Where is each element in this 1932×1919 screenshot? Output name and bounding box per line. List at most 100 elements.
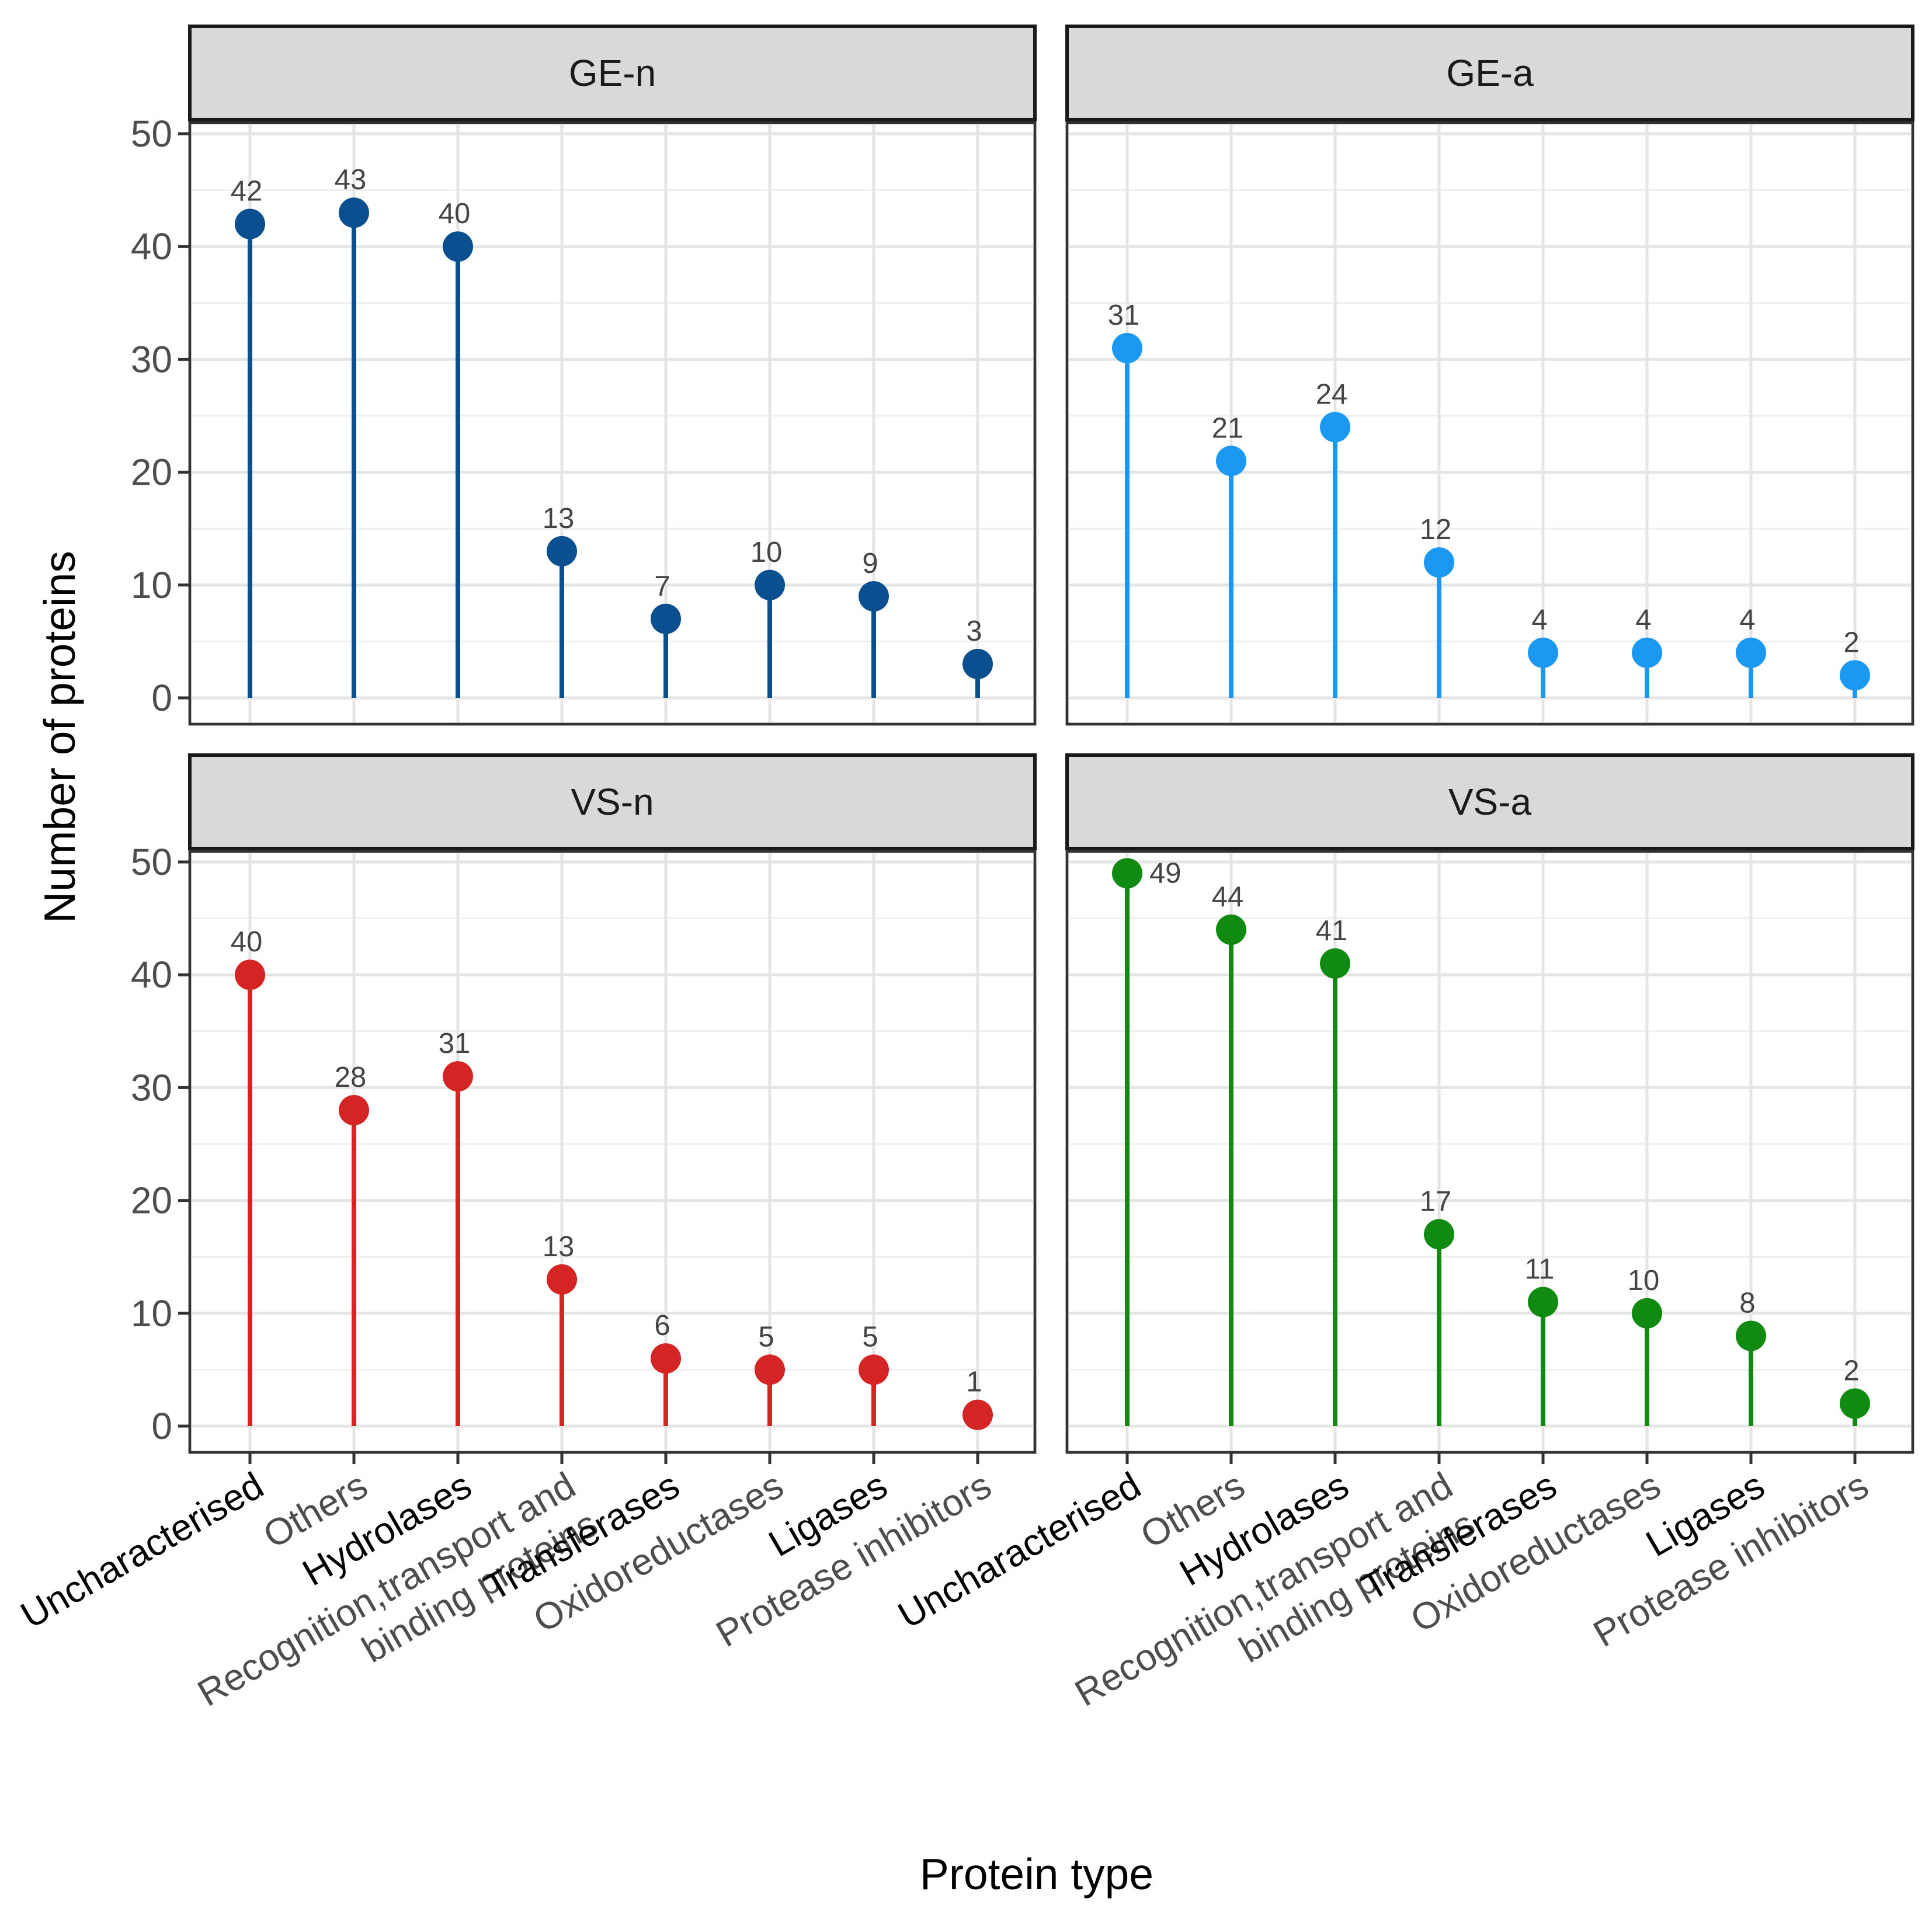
- lollipop-point: [443, 231, 473, 262]
- data-label: 2: [1843, 1355, 1859, 1386]
- data-label: 41: [1316, 915, 1348, 947]
- panel-vs-n: VS-n 0 10 20 30 40 50 40 28 31 13 6 5 5 1: [131, 753, 1037, 1464]
- data-label: 49: [1149, 857, 1182, 889]
- data-label: 17: [1420, 1186, 1452, 1218]
- x-tick-label: Uncharacterised: [13, 1464, 270, 1636]
- x-tick-label-line: Uncharacterised: [13, 1464, 270, 1636]
- y-tick-label: 50: [131, 841, 172, 883]
- lollipop-point: [1320, 412, 1350, 443]
- data-label: 40: [231, 926, 263, 958]
- facet-strip-label: GE-n: [569, 52, 656, 94]
- data-label: 6: [654, 1310, 670, 1341]
- y-tick-label: 10: [131, 1292, 172, 1334]
- data-label: 44: [1212, 881, 1244, 913]
- lollipop-point: [235, 960, 265, 990]
- panel-ge-a: GE-a 31 21 24 12 4 4 4 2: [1065, 25, 1914, 726]
- data-label: 13: [543, 1231, 575, 1263]
- data-label: 5: [862, 1321, 878, 1353]
- facet-strip: [188, 753, 1037, 850]
- data-label: 4: [1739, 604, 1755, 636]
- data-label: 40: [439, 198, 471, 230]
- y-tick-label: 30: [131, 1066, 172, 1108]
- lollipop-point: [547, 1264, 577, 1295]
- data-label: 43: [335, 164, 367, 196]
- x-axis-title: Protein type: [920, 1850, 1153, 1899]
- panel-background: [188, 121, 1037, 726]
- lollipop-point: [962, 1399, 993, 1430]
- data-label: 24: [1316, 378, 1348, 410]
- x-axis-labels: UncharacterisedOthersHydrolasesRecogniti…: [13, 1464, 1875, 1715]
- facet-strip: [1065, 753, 1914, 850]
- data-label: 4: [1531, 604, 1547, 636]
- lollipop-point: [1736, 1320, 1766, 1351]
- panel-background: [1065, 850, 1914, 1454]
- data-label: 13: [543, 503, 575, 534]
- facet-strip-label: GE-a: [1446, 52, 1534, 94]
- x-tick-label: Uncharacterised: [891, 1464, 1148, 1636]
- lollipop-point: [1424, 1219, 1454, 1250]
- lollipop-point: [1216, 446, 1246, 477]
- panel-border: [1065, 121, 1914, 726]
- lollipop-point: [962, 649, 993, 680]
- lollipop-point: [1320, 948, 1350, 979]
- lollipop-point: [1112, 333, 1142, 364]
- lollipop-point: [235, 208, 265, 239]
- data-label: 12: [1420, 514, 1452, 545]
- data-label: 10: [750, 537, 783, 568]
- data-label: 21: [1212, 412, 1244, 444]
- panel-background: [1065, 121, 1914, 726]
- y-tick-label: 50: [131, 113, 172, 155]
- data-label: 10: [1628, 1265, 1660, 1296]
- y-tick-label: 0: [151, 1405, 172, 1447]
- y-tick-label: 20: [131, 451, 172, 493]
- data-label: 28: [335, 1062, 367, 1093]
- lollipop-point: [1112, 858, 1142, 889]
- y-tick-label: 0: [151, 677, 172, 719]
- panel-background: [188, 850, 1037, 1454]
- panel-ge-n: GE-n 0 10 20 30 40 50 42 43 40 13 7 10 9 3: [131, 25, 1037, 726]
- panel-border: [188, 121, 1037, 726]
- facet-strip-label: VS-a: [1448, 781, 1532, 823]
- lollipop-point: [1528, 637, 1558, 668]
- data-label: 2: [1843, 627, 1859, 658]
- y-tick-label: 10: [131, 564, 172, 606]
- data-label: 1: [966, 1367, 982, 1398]
- data-label: 8: [1739, 1287, 1755, 1319]
- data-label: 31: [1108, 300, 1140, 331]
- lollipop-point: [859, 581, 889, 612]
- panel-vs-a: VS-a 49 44 41 17 11 10 8 2: [1065, 753, 1914, 1464]
- lollipop-point: [651, 1343, 681, 1374]
- lollipop-point: [1632, 1298, 1662, 1329]
- lollipop-point: [1840, 660, 1870, 691]
- data-label: 11: [1525, 1253, 1555, 1285]
- panel-border: [1065, 850, 1914, 1454]
- lollipop-point: [1736, 637, 1766, 668]
- lollipop-point: [755, 569, 785, 600]
- data-label: 31: [439, 1028, 471, 1059]
- lollipop-point: [651, 603, 681, 634]
- y-axis-title: Number of proteins: [35, 551, 84, 923]
- x-tick-label-line: Uncharacterised: [891, 1464, 1148, 1636]
- lollipop-point: [1840, 1388, 1870, 1419]
- data-label: 7: [654, 571, 670, 602]
- y-tick-label: 40: [131, 954, 172, 996]
- data-label: 4: [1635, 604, 1651, 636]
- lollipop-point: [339, 197, 369, 228]
- lollipop-point: [1528, 1287, 1558, 1317]
- data-label: 5: [758, 1321, 774, 1353]
- panel-border: [188, 850, 1037, 1454]
- lollipop-point: [1632, 637, 1662, 668]
- y-tick-label: 40: [131, 225, 172, 267]
- facet-strip: [1065, 25, 1914, 121]
- data-label: 42: [231, 176, 263, 207]
- y-tick-label: 30: [131, 338, 172, 380]
- facet-strip-label: VS-n: [571, 781, 654, 823]
- lollipop-point: [859, 1354, 889, 1385]
- data-label: 9: [862, 548, 878, 579]
- lollipop-point: [1424, 547, 1454, 578]
- data-label: 3: [966, 616, 982, 647]
- lollipop-point: [1216, 914, 1246, 945]
- lollipop-point: [339, 1095, 369, 1126]
